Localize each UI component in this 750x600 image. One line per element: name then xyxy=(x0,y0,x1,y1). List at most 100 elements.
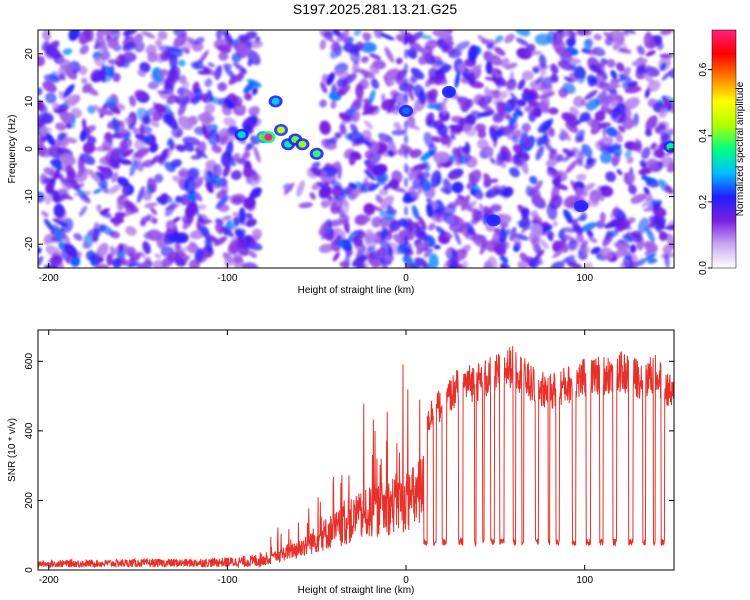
heatmap-cell xyxy=(638,167,651,175)
heatmap-cell xyxy=(611,30,625,38)
heatmap-cell xyxy=(81,77,88,85)
heatmap-cell xyxy=(63,84,75,98)
heatmap-cell xyxy=(485,60,493,75)
heatmap-cell xyxy=(47,146,58,156)
heatmap-cell xyxy=(639,159,647,167)
heatmap-cell xyxy=(628,184,637,195)
heatmap-cell xyxy=(296,180,305,197)
heatmap-cell xyxy=(468,64,483,73)
heatmap-x-axis: -200 -100 0 100 xyxy=(39,30,593,284)
heatmap-cell xyxy=(222,63,233,70)
heatmap-cell xyxy=(194,126,207,136)
heatmap-cell xyxy=(107,58,118,65)
heatmap-cell xyxy=(142,136,152,144)
snr-panel: -200 -100 0 100 0 200 400 600 Height of straig… xyxy=(7,329,675,596)
heatmap-cell xyxy=(122,148,134,158)
heatmap-cell xyxy=(325,30,343,37)
heatmap-cell xyxy=(560,128,571,141)
heatmap-cell xyxy=(60,249,70,261)
heatmap-cell xyxy=(321,138,337,150)
heatmap-cell xyxy=(531,234,541,252)
heatmap-cell xyxy=(73,233,83,241)
heatmap-cell xyxy=(500,264,507,268)
heatmap-cell xyxy=(353,30,362,37)
heatmap-cell xyxy=(175,195,182,203)
heatmap-cell xyxy=(616,169,623,176)
heatmap-cell xyxy=(568,239,577,250)
heatmap-cell xyxy=(178,170,188,178)
heatmap-hotspot xyxy=(489,216,498,224)
heatmap-cell xyxy=(207,62,215,68)
heatmap-cell xyxy=(630,193,647,204)
heatmap-cell xyxy=(361,106,379,116)
heatmap-cell xyxy=(521,220,533,234)
snr-y-axis: 0 200 400 600 xyxy=(24,353,674,573)
heatmap-cell xyxy=(242,167,254,178)
heatmap-cell xyxy=(607,229,619,238)
heatmap-cell xyxy=(231,52,242,63)
heatmap-cell xyxy=(605,230,611,241)
heatmap-cell xyxy=(221,132,236,145)
heatmap-cell xyxy=(554,174,561,186)
heatmap-cell xyxy=(427,222,436,231)
heatmap-cell xyxy=(548,107,559,115)
heatmap-cell xyxy=(473,234,487,244)
heatmap-cell xyxy=(232,62,248,74)
heatmap-cell xyxy=(319,39,327,50)
heatmap-cell xyxy=(658,123,666,132)
heatmap-cell xyxy=(247,79,262,88)
heatmap-cell xyxy=(534,256,543,265)
heatmap-cell xyxy=(614,220,631,233)
heatmap-cell xyxy=(118,158,133,166)
heatmap-cell xyxy=(416,184,425,196)
heatmap-cell xyxy=(404,63,409,74)
heatmap-cell xyxy=(546,202,558,221)
heatmap-cell xyxy=(629,244,637,254)
heatmap-cell xyxy=(384,68,401,81)
heatmap-cell xyxy=(594,110,606,122)
heatmap-cell xyxy=(79,205,88,217)
heatmap-cell xyxy=(202,110,212,124)
heatmap-cell xyxy=(253,146,261,163)
heatmap-cell xyxy=(586,229,594,238)
heatmap-cell xyxy=(404,234,409,245)
heatmap-cell xyxy=(539,83,553,94)
heatmap-cell xyxy=(653,225,663,234)
heatmap-cell xyxy=(352,235,364,247)
heatmap-cell xyxy=(479,103,495,113)
heatmap-cell xyxy=(247,49,261,66)
heatmap-cell xyxy=(610,96,621,107)
heatmap-cell xyxy=(574,129,585,143)
heatmap-cell xyxy=(207,129,220,146)
heatmap-cell xyxy=(573,95,585,108)
heatmap-cell xyxy=(563,209,574,224)
heatmap-cell xyxy=(438,34,453,48)
heatmap-cell xyxy=(489,126,498,143)
heatmap-cell xyxy=(230,170,242,181)
heatmap-cell xyxy=(134,89,148,100)
heatmap-cell xyxy=(351,60,360,75)
heatmap-cell xyxy=(546,170,557,178)
heatmap-cell xyxy=(61,231,71,245)
heatmap-cell xyxy=(508,117,516,127)
heatmap-cell xyxy=(152,217,158,225)
heatmap-cell xyxy=(375,194,383,204)
heatmap-cell xyxy=(582,182,595,192)
heatmap-hotspots xyxy=(234,85,674,227)
heatmap-cell xyxy=(93,188,102,194)
heatmap-cell xyxy=(360,56,369,64)
heatmap-cell xyxy=(63,137,78,144)
heatmap-cell xyxy=(50,236,61,243)
colorbar-tick-label: 0.0 xyxy=(698,261,709,275)
heatmap-cell xyxy=(521,207,530,219)
heatmap-cell xyxy=(368,183,380,192)
heatmap-cell xyxy=(576,173,587,182)
heatmap-cell xyxy=(368,89,376,105)
heatmap-cell xyxy=(359,78,369,90)
heatmap-cell xyxy=(111,171,119,183)
heatmap-cell xyxy=(610,70,618,79)
heatmap-cell xyxy=(408,41,423,52)
x-tick-label: 0 xyxy=(403,273,409,284)
heatmap-cell xyxy=(424,247,433,258)
heatmap-cell xyxy=(496,101,507,116)
